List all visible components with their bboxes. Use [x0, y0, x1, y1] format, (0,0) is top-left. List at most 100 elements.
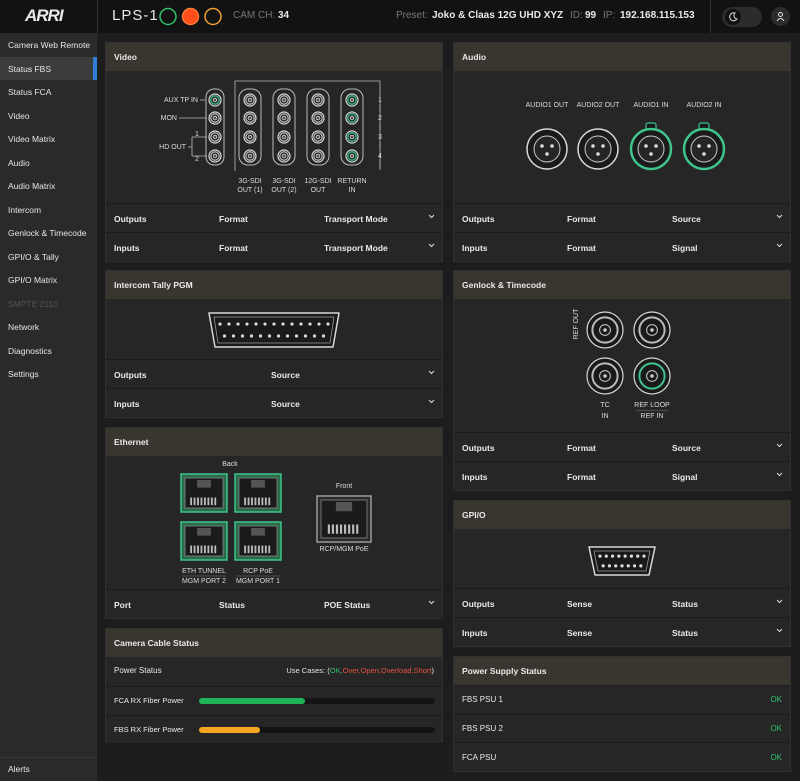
- user-icon: [778, 12, 783, 17]
- expandable-row[interactable]: Outputs Sense Status: [454, 588, 790, 617]
- dsub-pin: [285, 334, 290, 338]
- bnc-pin: [650, 328, 654, 332]
- row-cell: Status: [672, 598, 698, 609]
- use-case: Overload,: [381, 666, 414, 675]
- panel: Video Outputs Format Transport Mode Inputs Fo…: [105, 42, 443, 262]
- panel-title: Genlock & Timecode: [462, 280, 546, 290]
- nav-label: Settings: [8, 369, 39, 379]
- status-row: FBS RX Fiber Power: [106, 715, 442, 744]
- bnc-ring: [210, 113, 220, 123]
- row-label: Power Status: [114, 666, 162, 675]
- rj45-contact: [193, 497, 196, 506]
- expandable-row[interactable]: Inputs Format Transport Mode: [106, 232, 442, 261]
- port-label: MON: [161, 115, 177, 122]
- chevron: [776, 443, 783, 448]
- dsub-pin: [610, 554, 615, 558]
- divider: [97, 0, 98, 33]
- port-label: REF IN: [641, 413, 664, 420]
- dsub-pin: [601, 564, 605, 568]
- nav-item[interactable]: Camera Web Remote: [0, 33, 97, 57]
- expandable-row[interactable]: Outputs Source: [106, 359, 442, 388]
- nav-label: Video Matrix: [8, 134, 56, 144]
- bnc-pin: [214, 155, 216, 157]
- dsub-pin: [626, 564, 630, 568]
- connector-label: AUDIO1 IN: [633, 102, 668, 109]
- divider: [0, 757, 97, 758]
- expandable-row[interactable]: Outputs Format Source: [454, 432, 790, 461]
- nav-item[interactable]: Intercom: [0, 198, 97, 222]
- rj45-contact: [204, 545, 206, 554]
- row-cell: Outputs: [114, 369, 147, 380]
- expandable-row[interactable]: Inputs Sense Status: [454, 617, 790, 646]
- nav-item[interactable]: Video Matrix: [0, 127, 97, 151]
- bnc-pin: [283, 136, 285, 138]
- dsub-pin: [629, 554, 634, 558]
- nav-item[interactable]: Audio Matrix: [0, 174, 97, 198]
- bar-track: [199, 698, 435, 704]
- xlr-insert: [533, 135, 561, 163]
- panel: Camera Cable Status Power Status Use Cases…: [105, 628, 443, 742]
- dsub-pin: [308, 322, 312, 326]
- dsub-pin: [299, 322, 303, 326]
- bnc-pin: [351, 136, 353, 138]
- nav-item[interactable]: GPI/O Matrix: [0, 268, 97, 292]
- nav-item[interactable]: Status FBS: [0, 56, 97, 80]
- dsub-pin: [623, 554, 627, 558]
- row-cell: Status: [672, 627, 698, 638]
- row-cell: Signal: [672, 471, 698, 482]
- use-case: Use Cases: (: [286, 666, 330, 675]
- dsub-pin: [636, 554, 640, 558]
- nav-label: Genlock & Timecode: [8, 228, 87, 238]
- dsub-pin: [604, 554, 608, 558]
- use-cases: Use Cases: (OK, Over, Open, Overload, Short): [286, 666, 434, 676]
- dsub-pin: [614, 564, 618, 568]
- rj45-latch: [335, 502, 353, 512]
- dsub-pin: [254, 322, 258, 326]
- dsub-pin: [617, 554, 621, 558]
- nav-item[interactable]: Video: [0, 104, 97, 128]
- connector-label: AUDIO2 OUT: [577, 102, 621, 109]
- rj45-contact: [251, 545, 253, 554]
- rj45-contact: [210, 545, 213, 554]
- dsub-pin: [258, 334, 263, 338]
- expandable-row[interactable]: Port Status POE Status: [106, 589, 442, 618]
- xlr-insert: [584, 135, 612, 163]
- port-label: ETH TUNNEL: [182, 568, 226, 575]
- rj45-latch: [251, 528, 265, 536]
- xlr-pin: [545, 152, 549, 156]
- row-status: OK: [770, 695, 782, 705]
- row-cell: Transport Mode: [324, 242, 388, 253]
- port-label: REF LOOP: [634, 402, 670, 409]
- nav-item[interactable]: Settings: [0, 362, 97, 386]
- nav-label: Audio Matrix: [8, 181, 56, 191]
- dsub-inner: [593, 550, 651, 572]
- panel-header: Power Supply Status: [454, 657, 790, 685]
- expandable-row[interactable]: Inputs Source: [106, 388, 442, 417]
- nav-item[interactable]: Status FCA: [0, 80, 97, 104]
- nav-item[interactable]: Network: [0, 315, 97, 339]
- panel-title: Intercom Tally PGM: [114, 280, 193, 290]
- nav-item[interactable]: Alerts: [0, 758, 97, 781]
- cam-ch-label: CAM CH:: [233, 10, 276, 21]
- dsub-pin: [227, 322, 231, 326]
- bnc-pin: [603, 328, 607, 332]
- nav-label: Intercom: [8, 204, 42, 215]
- expandable-row[interactable]: Inputs Format Signal: [454, 461, 790, 490]
- active-marker: [93, 56, 97, 80]
- expandable-row[interactable]: Inputs Format Signal: [454, 232, 790, 261]
- bnc-ring: [591, 362, 619, 390]
- row-cell: Inputs: [114, 398, 140, 409]
- nav-item[interactable]: GPI/O & Tally: [0, 245, 97, 269]
- dsub-pin: [276, 334, 281, 338]
- port-number: 1: [195, 131, 199, 138]
- nav-item[interactable]: Diagnostics: [0, 339, 97, 363]
- bnc-ring: [279, 151, 289, 161]
- dsub-pin: [317, 322, 321, 326]
- nav-item[interactable]: Genlock & Timecode: [0, 221, 97, 245]
- row-cell: Format: [567, 242, 596, 253]
- dsub-pin: [632, 564, 637, 568]
- rj45-contact: [197, 545, 199, 554]
- nav-item[interactable]: Audio: [0, 151, 97, 175]
- expandable-row[interactable]: Outputs Format Transport Mode: [106, 203, 442, 232]
- expandable-row[interactable]: Outputs Format Source: [454, 203, 790, 232]
